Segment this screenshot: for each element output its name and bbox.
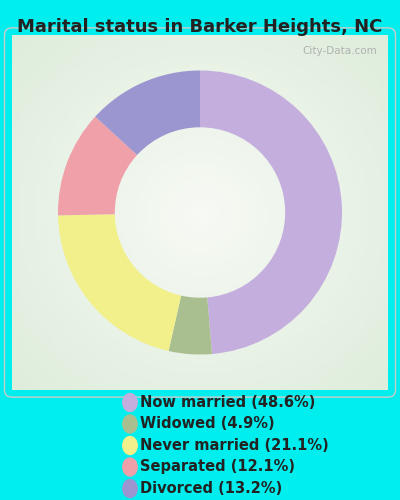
Text: Never married (21.1%): Never married (21.1%) [140,438,329,453]
Wedge shape [95,70,200,155]
Text: Widowed (4.9%): Widowed (4.9%) [140,416,275,432]
Text: Separated (12.1%): Separated (12.1%) [140,460,295,474]
Text: Now married (48.6%): Now married (48.6%) [140,395,315,410]
Wedge shape [168,296,212,354]
Text: Divorced (13.2%): Divorced (13.2%) [140,481,282,496]
Text: City-Data.com: City-Data.com [302,46,377,56]
Text: Marital status in Barker Heights, NC: Marital status in Barker Heights, NC [17,18,383,36]
Wedge shape [58,116,137,216]
Wedge shape [58,214,181,351]
Wedge shape [200,70,342,354]
